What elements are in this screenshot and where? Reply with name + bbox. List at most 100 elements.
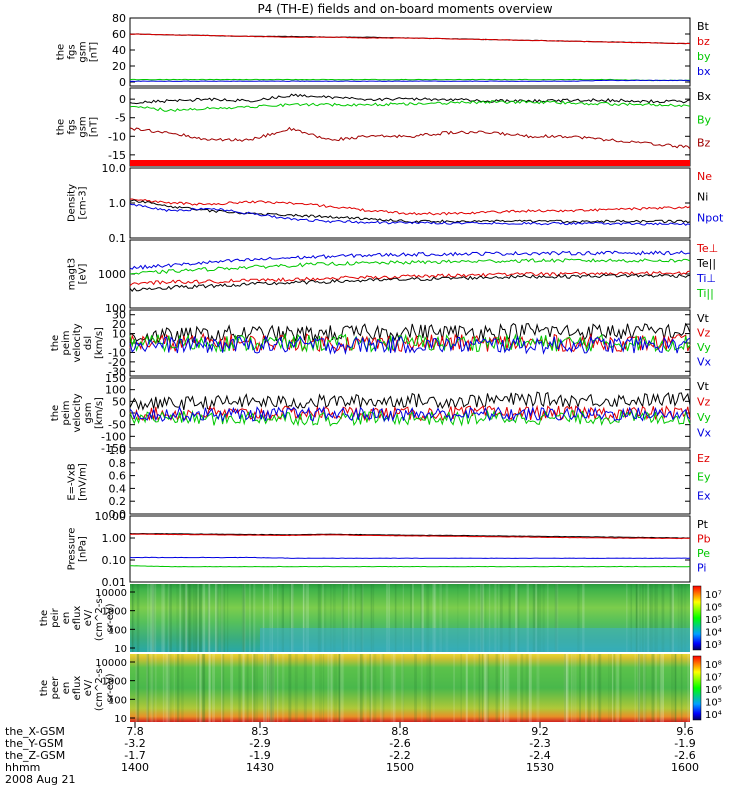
- spectrogram-streak: [165, 584, 167, 652]
- spectrogram-streak: [281, 584, 284, 652]
- spectrogram-streak: [390, 654, 394, 722]
- legend-Ey: Ey: [697, 471, 711, 484]
- x-tick-label: 8.8: [391, 725, 409, 738]
- spectrogram-streak: [536, 654, 540, 722]
- spectrogram-streak: [574, 654, 577, 722]
- y-axis-label: eV/: [83, 609, 94, 626]
- x-tick-label: -1.7: [124, 749, 145, 762]
- x-axis-row-label: hhmm: [5, 761, 40, 774]
- spectrogram-streak: [620, 654, 622, 722]
- y-axis-label: [mV/m]: [78, 463, 89, 501]
- series-line-by: [129, 78, 690, 82]
- y-axis-label: [km/s]: [94, 327, 105, 359]
- y-tick-label: 40: [112, 44, 126, 57]
- spectrogram-streak: [181, 654, 184, 722]
- spectrogram-streak: [202, 584, 206, 652]
- low-energy-region: [260, 628, 690, 652]
- spectrogram-streak: [577, 584, 580, 652]
- y-axis-label: gsm: [78, 41, 89, 62]
- colorbar: [692, 655, 702, 721]
- legend-Vz: Vz: [697, 396, 711, 409]
- legend-Bz: Bz: [697, 137, 711, 150]
- spectrogram-streak: [460, 654, 462, 722]
- y-tick-label: 0.10: [102, 554, 127, 567]
- spectrogram-streak: [183, 584, 186, 652]
- y-axis-label: [nT]: [89, 117, 100, 137]
- spectrogram-streak: [381, 654, 385, 722]
- legend-Ez: Ez: [697, 452, 710, 465]
- y-axis-label: [nT]: [89, 42, 100, 62]
- spectrogram-streak: [537, 584, 539, 652]
- y-axis-label: magt3: [67, 258, 78, 291]
- spectrogram-streak: [179, 584, 182, 652]
- y-tick-label: 80: [112, 12, 126, 25]
- spectrogram-streak: [570, 654, 573, 722]
- spectrogram-streak: [162, 654, 165, 722]
- spectrogram-streak: [195, 584, 198, 652]
- series-line-Pb: [130, 533, 691, 540]
- spectrogram-streak: [273, 654, 275, 722]
- spectrogram-streak: [671, 584, 674, 652]
- x-tick-label: -2.9: [249, 737, 270, 750]
- spectrogram-streak: [563, 654, 567, 722]
- legend-Pb: Pb: [697, 533, 711, 546]
- colorbar-tick-label: 10⁴: [705, 628, 722, 639]
- spectrogram-streak: [402, 654, 405, 722]
- spectrogram-streak: [635, 584, 638, 652]
- spectrogram-streak: [208, 584, 210, 652]
- spectrogram-streak: [661, 654, 664, 722]
- spectrogram-streak: [347, 584, 350, 652]
- y-tick-label: 100: [105, 384, 126, 397]
- legend-Vz: Vz: [697, 327, 711, 340]
- legend-Te||: Te||: [696, 257, 716, 270]
- spectrogram-streak: [132, 584, 135, 652]
- spectrogram-streak: [453, 654, 456, 722]
- spectrogram-streak: [277, 584, 279, 652]
- y-tick-label: 0.2: [109, 495, 127, 508]
- legend-Bx: Bx: [697, 90, 712, 103]
- spectrogram-streak: [630, 584, 633, 652]
- spectrogram-streak: [338, 654, 341, 722]
- legend-Te⊥: Te⊥: [696, 242, 718, 255]
- spectrogram-streak: [680, 584, 683, 652]
- spectrogram-streak: [500, 584, 503, 652]
- spectrogram-streak: [441, 584, 444, 652]
- spectrogram-streak: [223, 584, 226, 652]
- x-tick-label: -3.2: [124, 737, 145, 750]
- y-tick-label: 1000: [98, 268, 126, 281]
- spectrogram-streak: [481, 654, 484, 722]
- spectrogram-streak: [674, 654, 677, 722]
- y-tick-label: -10: [108, 130, 126, 143]
- y-tick-label: 30: [112, 309, 126, 322]
- spectrogram-streak: [392, 654, 396, 722]
- spectrogram-streak: [677, 584, 680, 652]
- y-axis-label: gsm: [83, 402, 94, 423]
- colorbar-tick-label: 10⁵: [705, 615, 722, 626]
- y-tick-label: 10: [114, 644, 127, 655]
- spectrogram-streak: [197, 654, 200, 722]
- spectrogram-streak: [267, 654, 270, 722]
- spectrogram-streak: [394, 584, 397, 652]
- y-axis-label: [km/s]: [94, 397, 105, 429]
- spectrogram-streak: [637, 654, 641, 722]
- spectrogram-streak: [312, 654, 315, 722]
- spectrogram-streak: [535, 584, 538, 652]
- spectrogram-streak: [649, 584, 652, 652]
- spectrogram-streak: [330, 654, 334, 722]
- spectrogram-streak: [220, 584, 224, 652]
- colorbar-tick-label: 10⁷: [705, 673, 722, 684]
- colorbar-tick-label: 10⁵: [705, 698, 722, 709]
- spectrogram-streak: [637, 654, 640, 722]
- spectrogram-streak: [289, 584, 291, 652]
- y-axis-label: eflux: [72, 676, 83, 701]
- series-line-Vz: [129, 332, 691, 353]
- spectrogram-streak: [151, 584, 154, 652]
- spectrogram-streak: [173, 654, 176, 722]
- spectrogram-streak: [386, 584, 389, 652]
- x-tick-label: -2.6: [674, 749, 695, 762]
- spectrogram-streak: [155, 654, 157, 722]
- spectrogram-streak: [612, 654, 614, 722]
- spectrogram-streak: [288, 654, 292, 722]
- spectrogram-streak: [271, 584, 273, 652]
